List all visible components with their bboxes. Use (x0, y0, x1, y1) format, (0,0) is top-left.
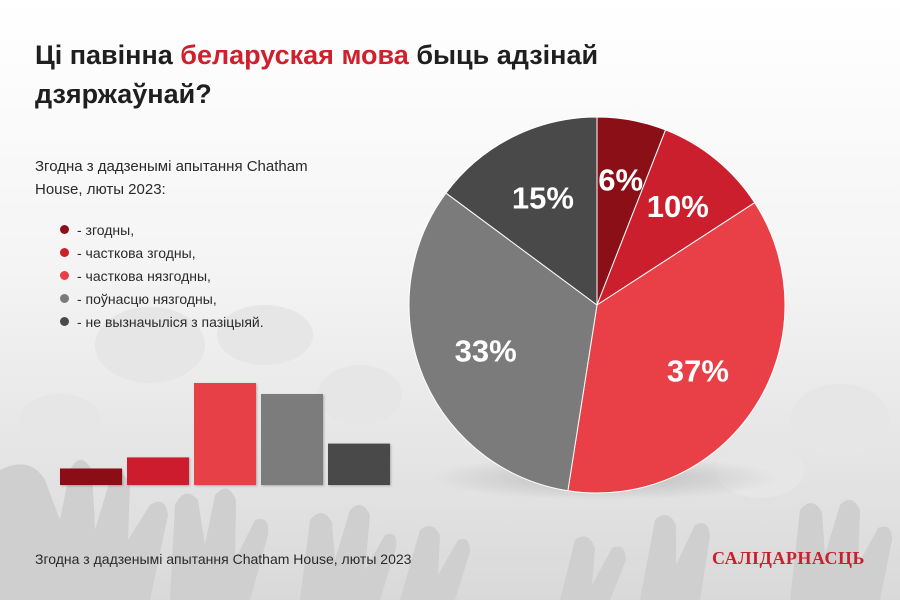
legend-dot (60, 271, 69, 280)
title-highlight: беларуская мова (180, 40, 409, 70)
legend-item: - часткова нязгодны, (60, 264, 264, 287)
brand-logo: САЛІДАРНАСЦЬ (712, 548, 865, 568)
legend-item: - згодны, (60, 218, 264, 241)
mini-bar-chart (60, 383, 390, 485)
page-title: Ці павінна беларуская мова быць адзінай … (35, 36, 655, 114)
title-part-1: Ці павінна (35, 40, 181, 70)
chart-legend: - згодны, - часткова згодны, - часткова … (60, 218, 264, 333)
bar (261, 394, 323, 485)
pie-slice (445, 116, 598, 306)
pie-slice (567, 201, 786, 494)
bar (60, 468, 122, 485)
legend-label: - не вызначыліся з пазіцыяй. (77, 313, 264, 330)
bar (328, 443, 390, 485)
legend-label: - поўнасцю нязгодны, (77, 290, 217, 307)
pie-slice-label: 33% (455, 334, 517, 369)
pie-slice (595, 129, 756, 307)
pie-slice-label: 15% (512, 181, 574, 216)
legend-item: - поўнасцю нязгодны, (60, 287, 264, 310)
legend-dot (60, 317, 69, 326)
pie-slice (408, 192, 598, 492)
legend-label: - часткова нязгодны, (77, 267, 211, 284)
legend-dot (60, 248, 69, 257)
pie-chart: 6%10% 37% 33% 15% (408, 116, 786, 494)
legend-item: - не вызначыліся з пазіцыяй. (60, 310, 264, 333)
title-part-2: быць адзінай дзяржаўнай? (35, 40, 599, 109)
pie-slice-label: 6% (598, 162, 643, 197)
survey-subtitle: Згодна з дадзенымі апытання Chatham Hous… (35, 158, 308, 198)
pie-slice-label: 10% (647, 189, 709, 224)
legend-label: - згодны, (77, 221, 135, 238)
legend-dot (60, 225, 69, 234)
legend-label: - часткова згодны, (77, 244, 196, 261)
pie-slice-label: 37% (667, 354, 729, 389)
footer-source: Згодна з дадзенымі апытання Chatham Hous… (35, 551, 412, 567)
bar (127, 457, 189, 485)
legend-item: - часткова згодны, (60, 241, 264, 264)
bar (194, 383, 256, 485)
legend-dot (60, 294, 69, 303)
